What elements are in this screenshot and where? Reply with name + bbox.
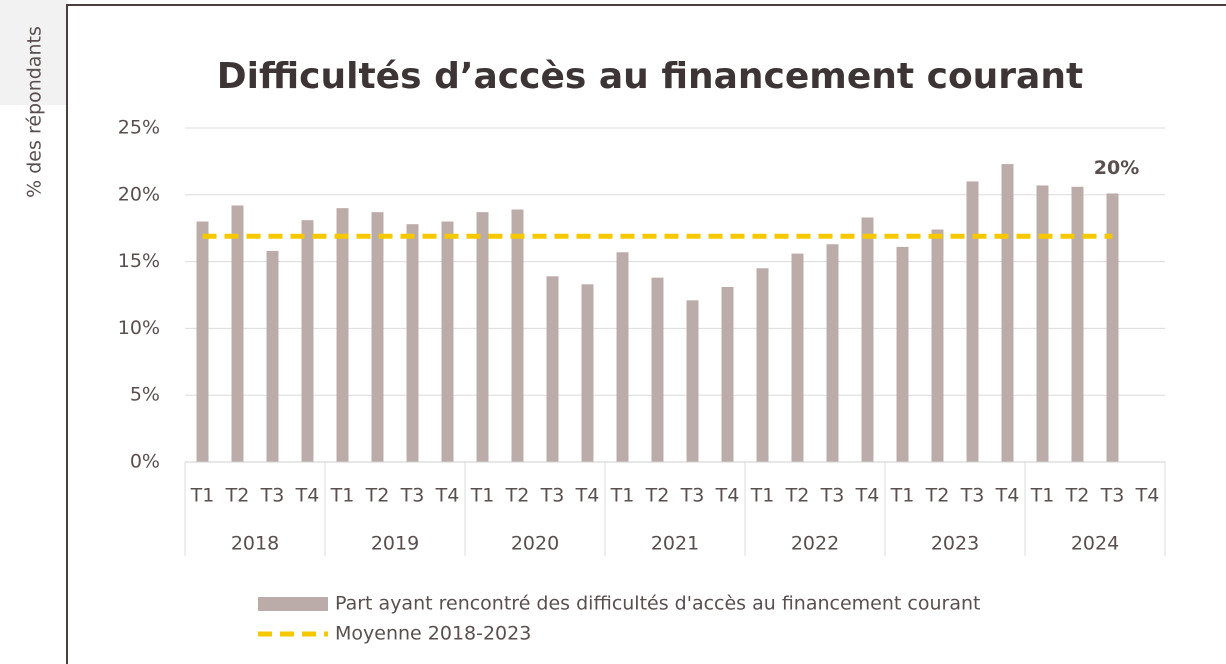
bar	[931, 229, 944, 462]
x-tick-label: T2	[925, 485, 950, 507]
label-box	[0, 0, 68, 105]
bar	[1071, 186, 1084, 462]
bar	[511, 209, 524, 462]
x-tick-label: T1	[890, 485, 915, 507]
bar	[441, 221, 454, 462]
x-group-label: 2022	[791, 533, 839, 555]
legend-label: Moyenne 2018-2023	[335, 623, 531, 645]
x-tick-label: T4	[855, 485, 880, 507]
x-tick-label: T3	[260, 485, 285, 507]
x-tick-label: T1	[1030, 485, 1055, 507]
x-tick-label: T1	[610, 485, 635, 507]
bar	[406, 224, 419, 462]
y-axis-label: % des répondants	[24, 26, 46, 198]
bar	[861, 217, 874, 462]
y-tick-label: 5%	[130, 384, 160, 406]
x-tick-label: T2	[225, 485, 250, 507]
x-tick-label: T4	[295, 485, 320, 507]
x-tick-label: T1	[330, 485, 355, 507]
x-tick-label: T2	[505, 485, 530, 507]
bar	[1106, 193, 1119, 463]
x-tick-label: T3	[540, 485, 565, 507]
y-tick-label: 25%	[118, 117, 160, 139]
y-tick-label: 10%	[118, 317, 160, 339]
bar	[756, 268, 769, 462]
x-tick-label: T3	[960, 485, 985, 507]
x-tick-label: T1	[190, 485, 215, 507]
x-group-label: 2019	[371, 533, 419, 555]
x-tick-label: T4	[715, 485, 740, 507]
bar	[581, 284, 594, 462]
x-tick-label: T3	[820, 485, 845, 507]
x-tick-label: T3	[400, 485, 425, 507]
bar	[616, 252, 629, 462]
x-tick-label: T1	[750, 485, 775, 507]
x-tick-label: T2	[785, 485, 810, 507]
bar	[266, 250, 279, 462]
x-tick-label: T3	[1100, 485, 1125, 507]
bar	[1036, 185, 1049, 462]
bar	[476, 212, 489, 462]
x-group-label: 2023	[931, 533, 979, 555]
frame	[66, 4, 1226, 664]
bar	[896, 246, 909, 462]
bar	[966, 181, 979, 462]
bar	[651, 277, 664, 462]
bar	[546, 276, 559, 462]
x-group-label: 2021	[651, 533, 699, 555]
bar	[791, 253, 804, 462]
data-label: 20%	[1094, 157, 1139, 179]
chart-title: Difficultés d’accès au financement coura…	[217, 56, 1083, 97]
bar	[826, 244, 839, 462]
bar	[336, 208, 349, 462]
x-group-label: 2018	[231, 533, 279, 555]
legend-label: Part ayant rencontré des difficultés d'a…	[335, 593, 980, 615]
x-tick-label: T4	[1135, 485, 1160, 507]
x-tick-label: T4	[435, 485, 460, 507]
bar	[231, 205, 244, 462]
x-tick-label: T1	[470, 485, 495, 507]
x-tick-label: T2	[1065, 485, 1090, 507]
y-tick-label: 20%	[118, 183, 160, 205]
bar	[301, 220, 314, 462]
y-tick-label: 0%	[130, 451, 160, 473]
legend-swatch	[258, 597, 328, 611]
bar	[1001, 164, 1014, 462]
bar	[371, 212, 384, 462]
y-tick-label: 15%	[118, 250, 160, 272]
x-group-label: 2020	[511, 533, 559, 555]
bar	[686, 300, 699, 462]
x-tick-label: T2	[365, 485, 390, 507]
x-tick-label: T3	[680, 485, 705, 507]
bar	[196, 221, 209, 462]
x-tick-label: T4	[575, 485, 600, 507]
x-group-label: 2024	[1071, 533, 1119, 555]
bar	[721, 286, 734, 462]
x-tick-label: T4	[995, 485, 1020, 507]
x-tick-label: T2	[645, 485, 670, 507]
